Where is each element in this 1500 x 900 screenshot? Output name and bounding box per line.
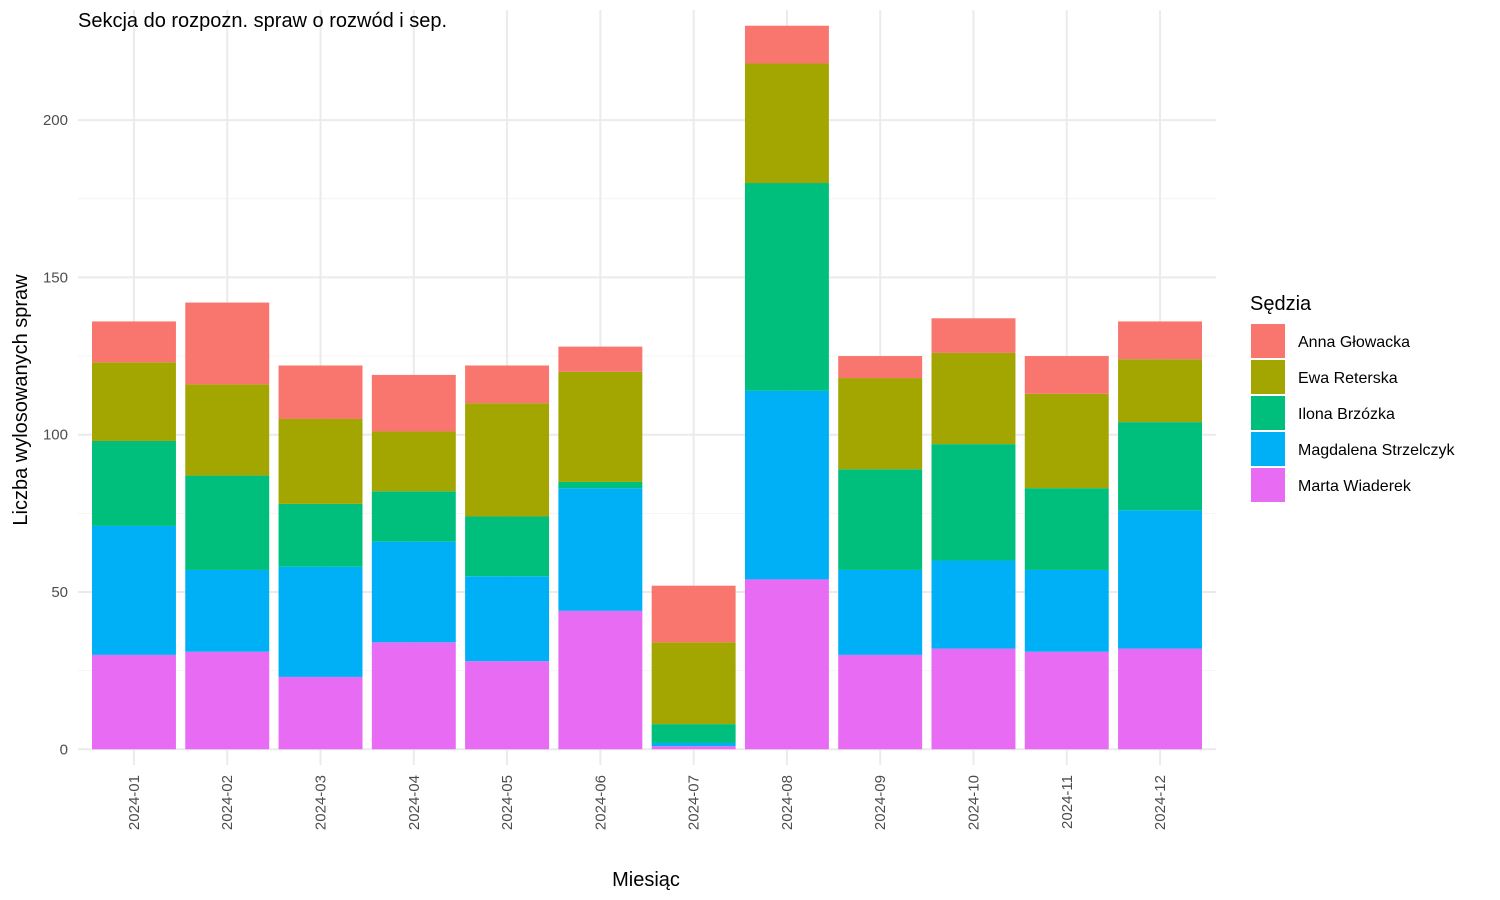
bar-segment	[1118, 321, 1203, 360]
bar-segment	[278, 676, 363, 750]
bar-segment	[558, 481, 643, 489]
bar-segment	[651, 724, 736, 743]
bar-segment	[931, 352, 1016, 445]
bar-segment	[465, 576, 550, 662]
legend-label: Magdalena Strzelczyk	[1298, 442, 1456, 459]
bar-segment	[1024, 393, 1109, 489]
legend-swatch	[1251, 360, 1285, 394]
x-tick-label: 2024-03	[313, 775, 330, 830]
legend-label: Ewa Reterska	[1298, 370, 1398, 387]
y-tick-label: 150	[43, 269, 68, 286]
bar-segment	[838, 569, 923, 655]
bar-segment	[465, 661, 550, 750]
y-tick-label: 100	[43, 427, 68, 444]
y-axis-ticks: 0 50 100 150 200	[43, 112, 68, 758]
bar-segment	[371, 642, 456, 750]
bar-segment	[651, 642, 736, 725]
bar-segment	[744, 579, 829, 750]
y-tick-label: 0	[60, 741, 68, 758]
y-tick-label: 50	[51, 584, 68, 601]
bar-segment	[1024, 488, 1109, 570]
bar-segment	[278, 365, 363, 419]
x-tick-label: 2024-02	[219, 775, 236, 830]
bar-segment	[91, 362, 176, 441]
bar-segment	[744, 390, 829, 580]
bar-segment	[838, 356, 923, 379]
x-tick-label: 2024-01	[126, 775, 143, 830]
bar-segment	[1118, 648, 1203, 750]
bar-segment	[558, 371, 643, 482]
bar-segment	[465, 516, 550, 577]
bar-segment	[185, 302, 270, 385]
bars	[91, 25, 1203, 750]
bar-segment	[278, 418, 363, 504]
legend-swatch	[1251, 324, 1285, 358]
bar-segment	[744, 63, 829, 184]
x-tick-label: 2024-05	[499, 775, 516, 830]
bar-segment	[838, 654, 923, 750]
bar-segment	[651, 585, 736, 643]
bar-segment	[185, 569, 270, 652]
legend-swatch	[1251, 396, 1285, 430]
x-tick-label: 2024-09	[872, 775, 889, 830]
bar-segment	[278, 566, 363, 677]
bar-segment	[91, 525, 176, 655]
bar-segment	[1024, 356, 1109, 394]
x-tick-label: 2024-11	[1059, 775, 1076, 829]
bar-segment	[91, 321, 176, 363]
bar-segment	[465, 365, 550, 404]
bar-segment	[1024, 651, 1109, 750]
bar-segment	[1118, 510, 1203, 649]
chart-title: Sekcja do rozpozn. spraw o rozwód i sep.	[78, 10, 447, 32]
bar-segment	[651, 746, 736, 750]
y-axis-title: Liczba wylosowanych spraw	[10, 274, 32, 526]
bar-segment	[465, 403, 550, 517]
bar-segment	[91, 440, 176, 526]
bar-segment	[744, 25, 829, 64]
bar-segment	[91, 654, 176, 750]
legend: Sędzia Anna Głowacka Ewa Reterska Ilona Br…	[1250, 293, 1456, 502]
x-tick-label: 2024-12	[1152, 775, 1169, 830]
bar-segment	[558, 610, 643, 750]
bar-segment	[931, 560, 1016, 649]
legend-label: Marta Wiaderek	[1298, 478, 1412, 495]
bar-segment	[558, 346, 643, 372]
bar-segment	[371, 374, 456, 432]
x-axis-ticks: 2024-01 2024-02 2024-03 2024-04 2024-05 2024-…	[126, 775, 1169, 830]
bar-segment	[185, 384, 270, 476]
bar-segment	[278, 503, 363, 567]
x-tick-label: 2024-07	[686, 775, 703, 830]
legend-title: Sędzia	[1250, 293, 1312, 315]
bar-segment	[371, 491, 456, 542]
bar-segment	[558, 488, 643, 611]
bar-segment	[185, 475, 270, 570]
legend-swatch	[1251, 468, 1285, 502]
x-tick-label: 2024-04	[406, 775, 423, 830]
x-tick-label: 2024-08	[779, 775, 796, 830]
bar-segment	[744, 183, 829, 391]
x-axis-title: Miesiąc	[612, 869, 680, 891]
bar-segment	[931, 648, 1016, 750]
legend-label: Ilona Brzózka	[1298, 406, 1395, 423]
bar-segment	[1118, 422, 1203, 511]
bar-segment	[1024, 569, 1109, 652]
bar-segment	[371, 431, 456, 492]
x-tick-label: 2024-06	[592, 775, 609, 830]
y-tick-label: 200	[43, 112, 68, 129]
bar-segment	[371, 541, 456, 643]
bar-segment	[931, 318, 1016, 353]
legend-swatch	[1251, 432, 1285, 466]
legend-label: Anna Głowacka	[1298, 334, 1410, 351]
bar-segment	[838, 378, 923, 470]
bar-segment	[185, 651, 270, 750]
bar-segment	[1118, 359, 1203, 423]
bar-segment	[651, 742, 736, 747]
bar-segment	[931, 444, 1016, 561]
x-tick-label: 2024-10	[965, 775, 982, 830]
bar-segment	[838, 469, 923, 570]
